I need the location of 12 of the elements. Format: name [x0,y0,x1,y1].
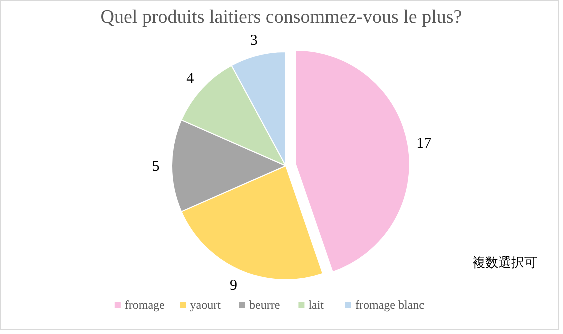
data-label: 5 [152,159,160,175]
legend-label: lait [308,298,325,312]
legend-label: fromage [124,298,165,312]
data-label: 17 [416,136,432,152]
legend-label: beurre [250,298,280,312]
legend-label: yaourt [190,298,222,312]
text: 複数選択可 [472,256,538,271]
chart-title: Quel produits laitiers consommez-vous le plus? [100,7,462,28]
data-label: 4 [186,70,195,87]
data-label: 9 [230,278,238,294]
data-label: 3 [250,32,258,49]
legend-label: fromage blanc [356,298,424,312]
